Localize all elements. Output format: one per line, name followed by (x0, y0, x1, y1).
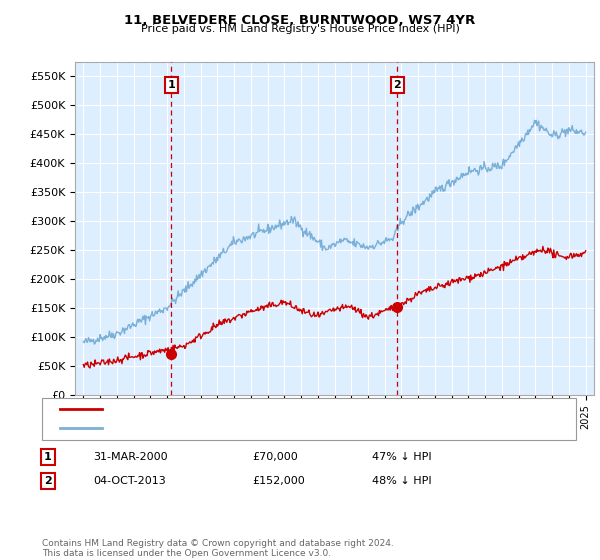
Text: 2: 2 (44, 476, 52, 486)
Text: 48% ↓ HPI: 48% ↓ HPI (372, 476, 431, 486)
Text: Contains HM Land Registry data © Crown copyright and database right 2024.
This d: Contains HM Land Registry data © Crown c… (42, 539, 394, 558)
Text: 47% ↓ HPI: 47% ↓ HPI (372, 452, 431, 462)
Text: 1: 1 (167, 80, 175, 90)
Text: Price paid vs. HM Land Registry's House Price Index (HPI): Price paid vs. HM Land Registry's House … (140, 24, 460, 34)
Text: HPI: Average price, detached house, Lichfield: HPI: Average price, detached house, Lich… (111, 423, 348, 433)
Text: 11, BELVEDERE CLOSE, BURNTWOOD, WS7 4YR: 11, BELVEDERE CLOSE, BURNTWOOD, WS7 4YR (124, 14, 476, 27)
Text: 2: 2 (394, 80, 401, 90)
Text: £152,000: £152,000 (252, 476, 305, 486)
Text: 11, BELVEDERE CLOSE, BURNTWOOD, WS7 4YR (detached house): 11, BELVEDERE CLOSE, BURNTWOOD, WS7 4YR … (111, 404, 454, 414)
Text: 31-MAR-2000: 31-MAR-2000 (93, 452, 167, 462)
Text: £70,000: £70,000 (252, 452, 298, 462)
Text: 04-OCT-2013: 04-OCT-2013 (93, 476, 166, 486)
Text: 1: 1 (44, 452, 52, 462)
